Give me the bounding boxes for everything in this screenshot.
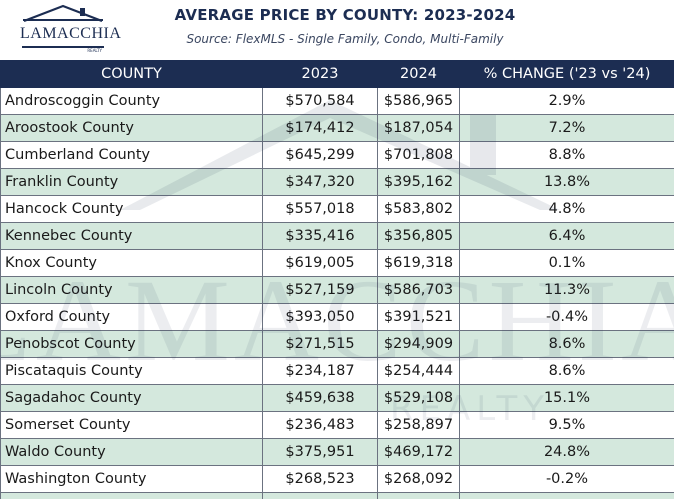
percent-change-cell: 0.1% (459, 249, 674, 277)
price-2023-cell: $619,005 (262, 249, 378, 277)
page-title: AVERAGE PRICE BY COUNTY: 2023-2024 (174, 6, 516, 24)
price-table-container: COUNTY 2023 2024 % CHANGE ('23 vs '24) A… (0, 60, 674, 499)
price-2024-cell: $529,108 (377, 384, 460, 412)
column-header-2023: 2023 (262, 60, 378, 88)
percent-change-cell: 6.4% (459, 222, 674, 250)
percent-change-cell: 8.6% (459, 330, 674, 358)
column-header-2024: 2024 (377, 60, 460, 88)
table-row: Kennebec County $335,416 $356,805 6.4% (0, 222, 674, 250)
table-row: Aroostook County $174,412 $187,054 7.2% (0, 114, 674, 142)
price-2024-cell: $254,444 (377, 357, 460, 385)
county-cell: Sagadahoc County (0, 384, 263, 412)
table-row: Washington County $268,523 $268,092 -0.2% (0, 465, 674, 493)
table-row: Oxford County $393,050 $391,521 -0.4% (0, 303, 674, 331)
price-2023-cell: $591,858 (262, 492, 378, 499)
county-cell: Hancock County (0, 195, 263, 223)
county-cell: Aroostook County (0, 114, 263, 142)
price-2023-cell: $527,159 (262, 276, 378, 304)
table-row: Penobscot County $271,515 $294,909 8.6% (0, 330, 674, 358)
table-header-row: COUNTY 2023 2024 % CHANGE ('23 vs '24) (0, 60, 674, 88)
county-cell: Kennebec County (0, 222, 263, 250)
percent-change-cell: 6.6% (459, 492, 674, 499)
lamacchia-logo: LAMACCHIA REALTY (20, 4, 122, 53)
price-2024-cell: $701,808 (377, 141, 460, 169)
house-roof-icon (23, 4, 103, 22)
column-header-county: COUNTY (0, 60, 263, 88)
percent-change-cell: 7.2% (459, 114, 674, 142)
county-cell: Lincoln County (0, 276, 263, 304)
price-2024-cell: $391,521 (377, 303, 460, 331)
price-2024-cell: $356,805 (377, 222, 460, 250)
price-2024-cell: $583,802 (377, 195, 460, 223)
percent-change-cell: 15.1% (459, 384, 674, 412)
county-cell: York County (0, 492, 263, 499)
price-2023-cell: $236,483 (262, 411, 378, 439)
table-row: Cumberland County $645,299 $701,808 8.8% (0, 141, 674, 169)
price-2024-cell: $630,783 (377, 492, 460, 499)
price-2024-cell: $619,318 (377, 249, 460, 277)
county-cell: Penobscot County (0, 330, 263, 358)
table-row: Somerset County $236,483 $258,897 9.5% (0, 411, 674, 439)
table-row: Piscataquis County $234,187 $254,444 8.6% (0, 357, 674, 385)
logo-subtext: REALTY (87, 48, 102, 53)
county-cell: Piscataquis County (0, 357, 263, 385)
price-2024-cell: $294,909 (377, 330, 460, 358)
table-row: Waldo County $375,951 $469,172 24.8% (0, 438, 674, 466)
price-2023-cell: $268,523 (262, 465, 378, 493)
county-cell: Waldo County (0, 438, 263, 466)
table-row: Hancock County $557,018 $583,802 4.8% (0, 195, 674, 223)
price-2024-cell: $268,092 (377, 465, 460, 493)
table-row: Franklin County $347,320 $395,162 13.8% (0, 168, 674, 196)
table-row: Knox County $619,005 $619,318 0.1% (0, 249, 674, 277)
logo-wordmark: LAMACCHIA (20, 25, 122, 42)
price-2023-cell: $347,320 (262, 168, 378, 196)
price-2024-cell: $395,162 (377, 168, 460, 196)
price-2024-cell: $258,897 (377, 411, 460, 439)
percent-change-cell: 8.8% (459, 141, 674, 169)
price-2023-cell: $174,412 (262, 114, 378, 142)
percent-change-cell: 2.9% (459, 87, 674, 115)
county-cell: Oxford County (0, 303, 263, 331)
percent-change-cell: 8.6% (459, 357, 674, 385)
table-row: Lincoln County $527,159 $586,703 11.3% (0, 276, 674, 304)
percent-change-cell: 13.8% (459, 168, 674, 196)
table-body: Androscoggin County $570,584 $586,965 2.9% A… (0, 87, 674, 499)
price-2023-cell: $375,951 (262, 438, 378, 466)
county-cell: Knox County (0, 249, 263, 277)
price-2023-cell: $393,050 (262, 303, 378, 331)
county-cell: Franklin County (0, 168, 263, 196)
table-row: Androscoggin County $570,584 $586,965 2.9% (0, 87, 674, 115)
price-2023-cell: $271,515 (262, 330, 378, 358)
price-table: COUNTY 2023 2024 % CHANGE ('23 vs '24) A… (0, 60, 674, 499)
price-2023-cell: $234,187 (262, 357, 378, 385)
report-header: LAMACCHIA REALTY AVERAGE PRICE BY COUNTY… (0, 0, 674, 60)
percent-change-cell: -0.4% (459, 303, 674, 331)
percent-change-cell: 4.8% (459, 195, 674, 223)
price-2024-cell: $187,054 (377, 114, 460, 142)
price-2024-cell: $586,703 (377, 276, 460, 304)
price-2024-cell: $586,965 (377, 87, 460, 115)
page-subtitle: Source: FlexMLS - Single Family, Condo, … (186, 32, 504, 46)
table-row: York County$591,858$630,7836.6% (0, 492, 674, 499)
percent-change-cell: -0.2% (459, 465, 674, 493)
column-header-percent-change: % CHANGE ('23 vs '24) (459, 60, 674, 88)
percent-change-cell: 11.3% (459, 276, 674, 304)
percent-change-cell: 24.8% (459, 438, 674, 466)
price-2023-cell: $557,018 (262, 195, 378, 223)
price-2024-cell: $469,172 (377, 438, 460, 466)
county-cell: Cumberland County (0, 141, 263, 169)
logo-divider (22, 46, 104, 48)
price-2023-cell: $645,299 (262, 141, 378, 169)
price-2023-cell: $459,638 (262, 384, 378, 412)
price-2023-cell: $335,416 (262, 222, 378, 250)
price-2023-cell: $570,584 (262, 87, 378, 115)
county-cell: Somerset County (0, 411, 263, 439)
table-row: Sagadahoc County $459,638 $529,108 15.1% (0, 384, 674, 412)
county-cell: Androscoggin County (0, 87, 263, 115)
percent-change-cell: 9.5% (459, 411, 674, 439)
county-cell: Washington County (0, 465, 263, 493)
